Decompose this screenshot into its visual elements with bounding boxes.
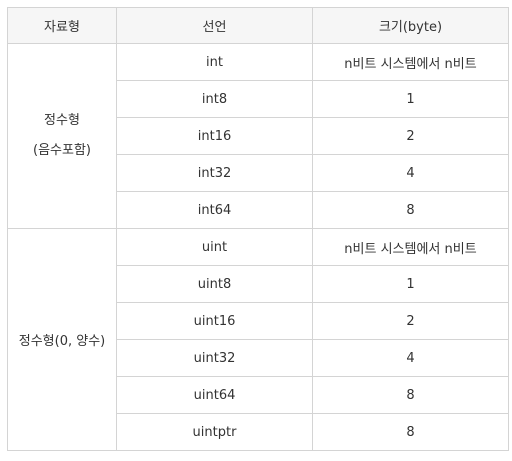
size-cell: 2 — [312, 302, 509, 340]
table-row: int8 1 — [8, 80, 509, 118]
declaration-cell: uint16 — [116, 302, 313, 340]
size-cell: n비트 시스템에서 n비트 — [312, 43, 509, 81]
header-size: 크기(byte) — [312, 7, 509, 44]
table-row: uint64 8 — [8, 376, 509, 414]
table-row: 정수형(0, 양수) uint n비트 시스템에서 n비트 — [7, 228, 509, 451]
table-header-row: 자료형 선언 크기(byte) — [7, 7, 509, 44]
size-cell: 1 — [312, 80, 509, 118]
declaration-cell: uintptr — [116, 413, 313, 451]
declaration-cell: uint32 — [116, 339, 313, 377]
size-cell: 2 — [312, 117, 509, 155]
table-row: uint32 4 — [8, 339, 509, 377]
size-cell: 8 — [312, 376, 509, 414]
size-cell: 4 — [312, 339, 509, 377]
data-type-table: 자료형 선언 크기(byte) 정수형 (음수포함) int n비트 시스템에서… — [7, 7, 509, 451]
declaration-cell: int — [116, 43, 313, 81]
header-type: 자료형 — [7, 7, 117, 44]
declaration-cell: int64 — [116, 191, 313, 229]
group-label-line: (음수포함) — [33, 143, 91, 158]
declaration-cell: int8 — [116, 80, 313, 118]
declaration-cell: uint8 — [116, 265, 313, 303]
declaration-cell: int16 — [116, 117, 313, 155]
size-cell: 8 — [312, 413, 509, 451]
table-row: uintptr 8 — [8, 413, 509, 451]
size-cell: n비트 시스템에서 n비트 — [312, 228, 509, 266]
declaration-cell: uint — [116, 228, 313, 266]
group-label-unsigned: 정수형(0, 양수) — [7, 228, 117, 451]
group-label-line: 정수형 — [44, 113, 80, 128]
declaration-cell: uint64 — [116, 376, 313, 414]
size-cell: 1 — [312, 265, 509, 303]
header-declaration: 선언 — [116, 7, 313, 44]
declaration-cell: int32 — [116, 154, 313, 192]
table-row: int32 4 — [8, 154, 509, 192]
table-row: uint8 1 — [8, 265, 509, 303]
size-cell: 8 — [312, 191, 509, 229]
group-label-signed: 정수형 (음수포함) — [7, 43, 117, 229]
size-cell: 4 — [312, 154, 509, 192]
table-row: 정수형 (음수포함) int n비트 시스템에서 n비트 — [7, 43, 509, 229]
